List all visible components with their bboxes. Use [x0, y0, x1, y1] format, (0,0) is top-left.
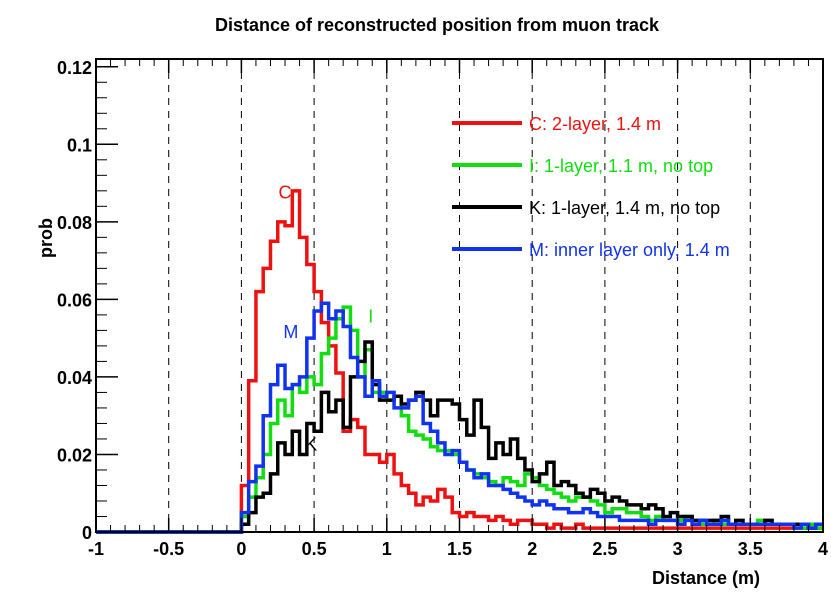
- x-tick-label: 0.5: [302, 539, 327, 559]
- x-tick-label: 1: [382, 539, 392, 559]
- y-tick-label: 0: [82, 523, 92, 543]
- legend: C: 2-layer, 1.4 m I: 1-layer, 1.1 m, no t…: [452, 114, 730, 260]
- legend-entry-C: C: 2-layer, 1.4 m: [529, 114, 661, 134]
- x-tick-label: 2: [527, 539, 537, 559]
- x-axis-title: Distance (m): [652, 568, 760, 588]
- chart-title: Distance of reconstructed position from …: [215, 15, 660, 35]
- legend-entry-I: I: 1-layer, 1.1 m, no top: [529, 156, 713, 176]
- curve-label-C: C: [279, 183, 292, 203]
- y-axis-title: prob: [36, 218, 56, 258]
- x-tick-label: -1: [88, 539, 104, 559]
- axis-ticks: -1 -0.5 0 0.5 1 1.5 2 2.5 3 3.5 4 0 0.02 0.04 0.06 0.08…: [57, 58, 828, 559]
- grid: [168, 59, 751, 532]
- x-tick-label: 0: [236, 539, 246, 559]
- legend-entry-K: K: 1-layer, 1.4 m, no top: [529, 198, 720, 218]
- y-tick-label: 0.1: [67, 135, 92, 155]
- series-line-M: [96, 301, 823, 534]
- x-tick-label: -0.5: [153, 539, 184, 559]
- y-tick-label: 0.08: [57, 213, 92, 233]
- curve-annotations: C I M K: [279, 183, 374, 455]
- curve-label-M: M: [283, 322, 298, 342]
- y-tick-label: 0.02: [57, 445, 92, 465]
- series-line-C: [96, 189, 823, 534]
- x-tick-label: 3.5: [738, 539, 763, 559]
- x-tick-label: 3: [673, 539, 683, 559]
- curve-label-K: K: [305, 435, 317, 455]
- legend-entry-M: M: inner layer only, 1.4 m: [529, 240, 730, 260]
- y-tick-label: 0.06: [57, 290, 92, 310]
- y-tick-label: 0.12: [57, 58, 92, 78]
- x-tick-label: 4: [818, 539, 828, 559]
- series-layer: [96, 189, 823, 534]
- x-tick-label: 1.5: [447, 539, 472, 559]
- series-line-K: [96, 340, 823, 534]
- curve-label-I: I: [368, 307, 373, 327]
- x-tick-label: 2.5: [592, 539, 617, 559]
- y-tick-label: 0.04: [57, 368, 92, 388]
